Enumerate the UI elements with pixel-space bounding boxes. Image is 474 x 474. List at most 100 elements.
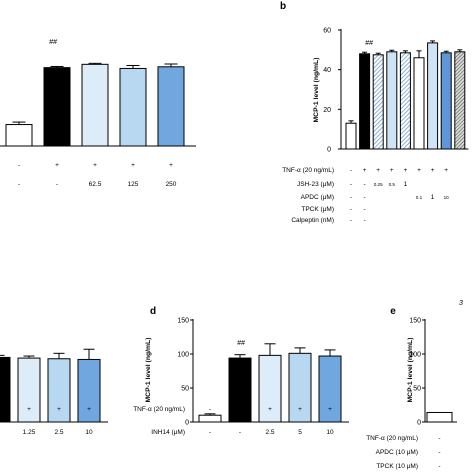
y-tick-label-e: 0 [417,420,421,427]
row-value-a: - [18,181,20,188]
row-value-b: 0.5 [389,182,396,187]
bar-a [43,67,71,147]
row-value-d: - [239,429,241,436]
row-value-c: + [87,406,91,413]
row-label-b: APDC (μM) [301,194,334,201]
row-value-b: 0.1 [416,195,423,200]
row-value-b: - [364,217,366,224]
bar-b [345,122,357,150]
row-value-a: - [56,181,58,188]
row-value-b: + [376,167,380,174]
row-value-d: + [268,406,272,413]
y-tick-label-d: 50 [181,386,189,393]
row-label-b: TNF-α (20 ng/mL) [282,167,334,174]
row-value-e: - [438,449,440,456]
row-value-a: 250 [166,181,177,188]
bar-a [119,67,147,147]
bar-b [427,42,439,150]
row-value-b: - [350,167,352,174]
row-value-d: 2.5 [265,429,274,436]
row-value-c: 2.5 [54,429,63,436]
row-label-b: JSH-23 (μM) [297,181,334,188]
row-value-a: + [169,162,173,169]
annotation-a: ## [49,39,57,46]
row-value-d: 5 [298,429,302,436]
bar-b [399,52,411,150]
panel-label-d: d [150,306,156,317]
bar-d [198,414,222,423]
y-axis-title-e: MCP-1 level (ng/mL) [407,338,414,403]
row-value-e: - [438,435,440,442]
row-value-b: 0.25 [374,182,383,187]
bar-b [359,53,371,150]
row-value-d: + [298,406,302,413]
row-label-b: Calpeptin (nM) [291,217,334,224]
row-value-a: 62.5 [89,181,102,188]
y-tick-label-b: 40 [323,67,331,74]
y-tick-label-b: 20 [323,107,331,114]
y-tick-label-b: 0 [327,147,331,154]
row-value-b: + [431,167,435,174]
row-value-d: - [209,406,211,413]
row-value-c: + [27,406,31,413]
y-tick-label-e: 100 [409,352,421,359]
bar-b [454,51,466,150]
row-value-b: - [350,217,352,224]
bar-a [157,66,185,147]
row-value-d: - [209,429,211,436]
row-value-c: 1.25 [23,429,36,436]
y-tick-label-e: 150 [409,318,421,325]
annotation-d: ## [237,340,245,347]
row-value-a: + [93,162,97,169]
annotation-e: 3 [459,300,463,307]
y-axis-title-b: MCP-1 level (ng/mL) [313,58,320,123]
row-value-d: + [328,406,332,413]
bar-e [426,411,453,423]
panel-label-e: e [390,306,396,317]
row-value-b: + [363,167,367,174]
row-value-b: + [390,167,394,174]
row-label-d: INH14 (μM) [151,429,185,436]
row-value-a: + [131,162,135,169]
y-tick-label-b: 60 [323,28,331,35]
row-value-c: 10 [85,429,93,436]
row-value-b: 10 [444,195,450,200]
bar-c [0,356,11,423]
bar-b [413,57,425,150]
row-label-d: TNF-α (20 ng/mL) [133,406,185,413]
row-value-e: - [438,463,440,470]
y-tick-label-e: 50 [413,386,421,393]
panel-label-b: b [280,1,286,12]
y-tick-label-d: 100 [177,352,189,359]
row-value-b: + [404,167,408,174]
bar-b [372,54,384,150]
row-value-b: - [364,194,366,201]
row-label-e: APDC (10 μM) [376,449,418,456]
row-value-a: - [18,162,20,169]
row-value-b: + [444,167,448,174]
row-value-b: - [350,206,352,213]
annotation-b: ## [365,40,373,47]
bar-b [440,52,452,150]
bar-b [386,51,398,150]
row-value-b: - [364,181,366,188]
row-value-d: 10 [326,429,334,436]
row-value-a: + [55,162,59,169]
row-value-d: + [238,406,242,413]
row-value-b: - [364,206,366,213]
row-value-b: 1 [404,181,408,188]
y-axis-title-d: MCP-1 level (ng/mL) [145,338,152,403]
row-value-c: + [57,406,61,413]
y-tick-label-d: 150 [177,318,189,325]
row-value-a: 125 [128,181,139,188]
bar-a [5,124,33,147]
row-value-b: - [350,194,352,201]
row-value-b: 1 [431,194,435,201]
row-label-b: TPCK (μM) [301,206,334,213]
y-tick-label-d: 0 [185,420,189,427]
row-value-b: - [350,181,352,188]
bar-a [81,63,109,147]
row-label-e: TPCK (10 μM) [376,463,418,470]
row-value-b: + [417,167,421,174]
